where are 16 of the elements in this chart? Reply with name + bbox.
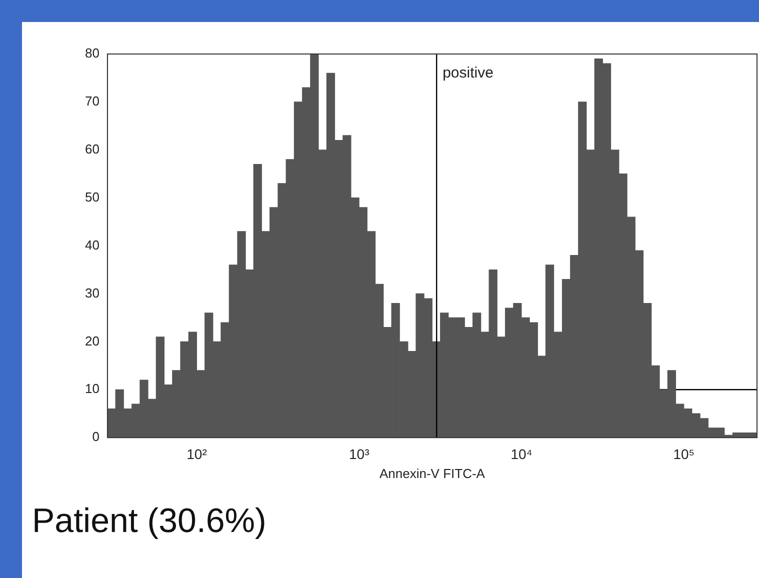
ref-line-label: positive: [442, 64, 494, 82]
y-tick-label: 70: [84, 94, 100, 109]
y-tick-label: 60: [84, 141, 100, 156]
y-tick-label: 20: [84, 333, 100, 348]
y-tick-label: 40: [84, 237, 100, 252]
x-tick-label: 10⁴: [510, 446, 532, 462]
x-tick-label: 10⁵: [673, 446, 695, 462]
x-tick-label: 10³: [349, 446, 370, 462]
x-axis-title: Annexin-V FITC-A: [379, 466, 486, 481]
y-tick-label: 80: [84, 46, 100, 61]
text: Patient (30.6%): [32, 502, 266, 541]
y-tick-label: 10: [84, 381, 100, 396]
y-tick-label: 0: [92, 429, 100, 444]
y-tick-label: 30: [84, 285, 100, 300]
y-tick-label: 50: [84, 189, 100, 204]
x-tick-label: 10²: [186, 446, 208, 462]
